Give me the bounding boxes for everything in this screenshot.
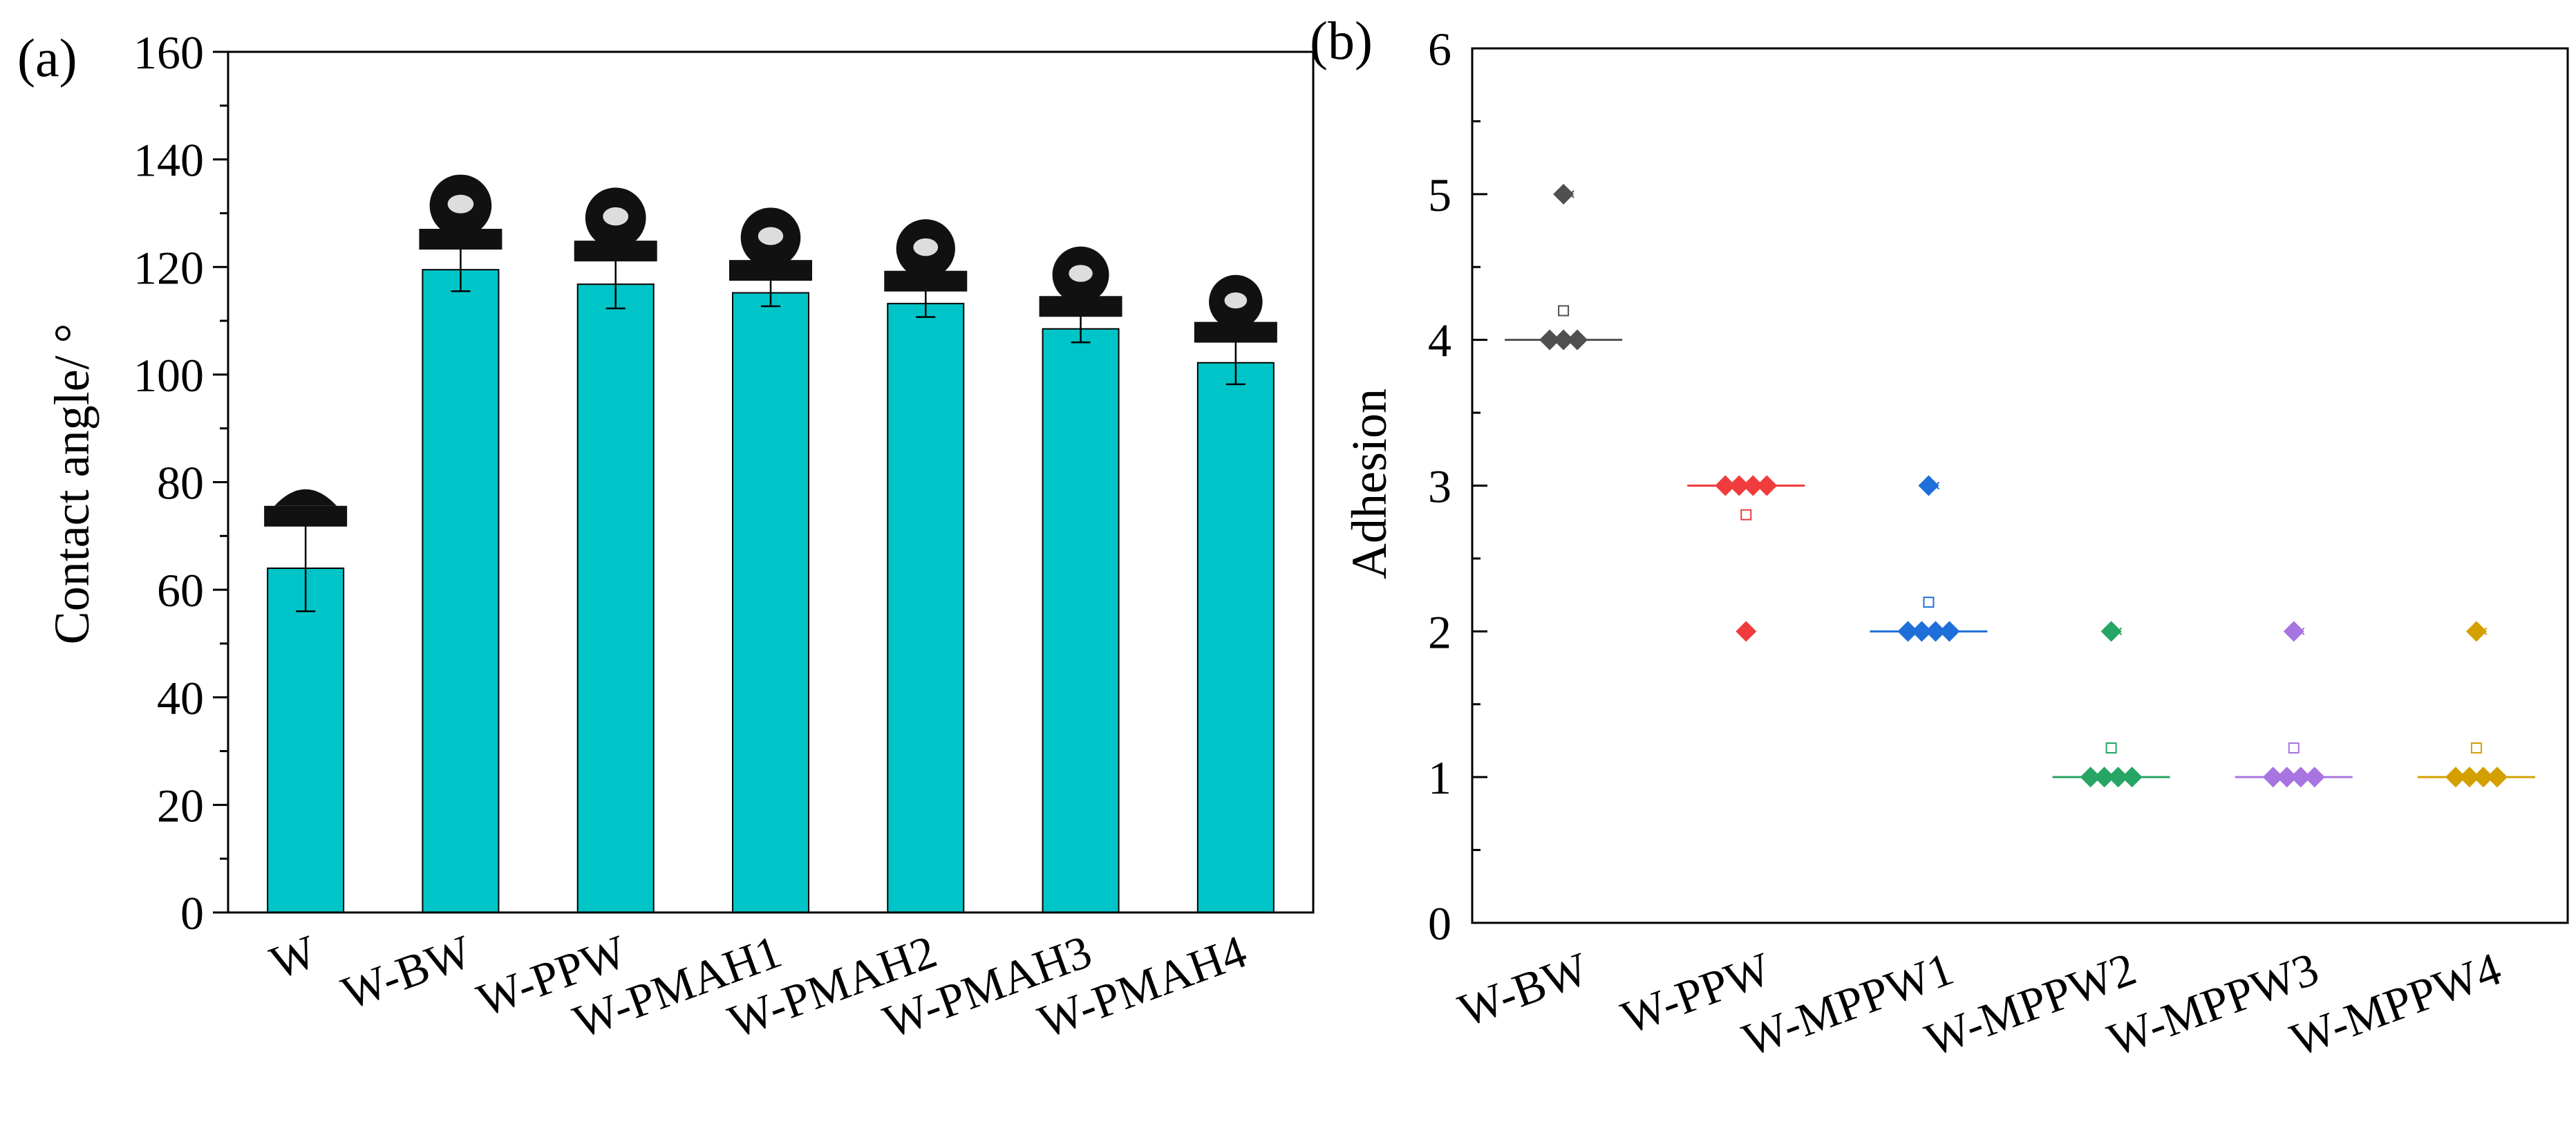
droplet-image-W-PMAH2 [884,219,968,292]
data-point-W-BW [1553,183,1574,205]
data-point-W-BW [1539,329,1561,350]
data-point-W-BW [1567,329,1588,350]
droplet-image-W-PMAH1 [729,207,812,281]
data-point-W-MPPW4 [2465,621,2487,642]
y-tick-label-a: 20 [157,779,204,832]
y-tick-label-a: 60 [157,564,204,617]
y-tick-label-a: 100 [133,349,204,402]
droplet-image-W [264,489,348,527]
bar-W-PMAH2 [887,303,965,914]
x-tick-label-b: W-MPPW4 [2284,942,2508,1067]
data-point-W-PPW [1736,621,1757,642]
data-point-W-MPPW1 [1925,621,1946,642]
max-marker-W-PPW [1749,481,1757,490]
x-tick-label-b: W-MPPW3 [2101,942,2325,1067]
mean-marker-W-PPW [1740,509,1752,521]
y-tick-label-a: 120 [133,241,204,294]
droplet-image-W-PPW [574,187,657,262]
x-tick-label-b: W-BW [1451,942,1595,1037]
y-tick-label-a: 40 [157,672,204,724]
data-point-W-MPPW1 [1939,621,1960,642]
panel-a-y-axis-title: Contact angle/ ° [44,324,100,645]
droplet-highlight [447,194,474,214]
panel-b-label: (b) [1310,10,1373,71]
mean-marker-W-MPPW4 [2470,742,2482,753]
droplet-highlight [758,227,784,245]
max-marker-W-MPPW3 [2297,627,2305,636]
droplet-shape [274,489,337,506]
droplet-highlight [1224,292,1248,309]
data-point-W-MPPW3 [2276,767,2297,788]
data-point-W-PPW [1715,475,1736,496]
bar-W-PMAH1 [732,292,809,914]
data-point-W-MPPW1 [1918,475,1939,496]
x-tick-label-a: W-BW [335,924,479,1020]
panel-a-contact-angle-chart: (a) Contact angle/ ° 0 20 40 60 80 100 120 140 1… [17,26,1315,1048]
mean-marker-W-MPPW1 [1923,597,1935,608]
droplet-image-W-BW [419,174,502,250]
data-point-W-MPPW3 [2290,767,2311,788]
max-marker-W-MPPW4 [2479,627,2488,636]
max-marker-W-BW [1566,190,1574,198]
mean-marker-W-MPPW3 [2288,742,2300,753]
max-marker-W-MPPW1 [1931,481,1940,490]
data-point-W-PPW [1756,475,1778,496]
droplet-highlight [603,207,629,226]
y-tick-label-b: 6 [1428,23,1451,75]
data-point-W-MPPW3 [2304,767,2325,788]
y-tick-label-b: 5 [1428,169,1451,221]
bar-W-PMAH3 [1042,328,1120,913]
y-tick-label-a: 140 [133,134,204,187]
data-point-W-MPPW4 [2472,767,2494,788]
y-tick-label-a: 80 [157,457,204,509]
data-point-W-MPPW4 [2445,767,2466,788]
data-point-W-MPPW2 [2121,767,2143,788]
data-point-W-MPPW4 [2486,767,2508,788]
y-tick-label-b: 2 [1428,606,1451,658]
y-tick-label-b: 4 [1428,315,1451,367]
data-point-W-MPPW2 [2094,767,2115,788]
data-point-W-MPPW2 [2080,767,2101,788]
bar-W-PPW [576,283,655,913]
mean-marker-W-MPPW2 [2105,742,2117,753]
droplet-image-W-PMAH3 [1039,246,1122,317]
droplet-highlight [1069,265,1093,282]
data-point-W-PPW [1729,475,1750,496]
max-marker-W-MPPW2 [2114,627,2123,636]
y-tick-label-b: 1 [1428,751,1451,804]
data-point-W-MPPW4 [2459,767,2480,788]
bar-W-PMAH4 [1196,362,1275,913]
y-tick-label-a: 0 [180,887,204,939]
mean-marker-W-BW [1558,305,1570,317]
data-point-W-MPPW2 [2107,767,2129,788]
y-tick-label-b: 3 [1428,460,1451,513]
bar-W-BW [422,269,500,913]
data-point-W-MPPW3 [2262,767,2284,788]
data-point-W-MPPW2 [2100,621,2122,642]
y-tick-label-b: 0 [1428,897,1451,950]
data-point-W-MPPW1 [1897,621,1919,642]
x-tick-label-b: W-MPPW1 [1736,942,1959,1067]
data-point-W-MPPW3 [2283,621,2304,642]
panel-b-plot-frame [1471,47,2569,924]
droplet-highlight [913,238,939,256]
droplet-image-W-PMAH4 [1194,274,1277,343]
y-tick-label-a: 160 [133,26,204,79]
data-point-W-BW [1553,329,1574,350]
x-tick-label-b: W-MPPW2 [1918,942,2142,1067]
panel-b-y-axis-title: Adhesion [1342,388,1397,579]
bar-W [267,568,345,913]
x-tick-label-a: W [263,924,323,989]
droplet-substrate [264,505,348,527]
data-point-W-MPPW1 [1911,621,1933,642]
panel-a-label: (a) [17,28,77,88]
